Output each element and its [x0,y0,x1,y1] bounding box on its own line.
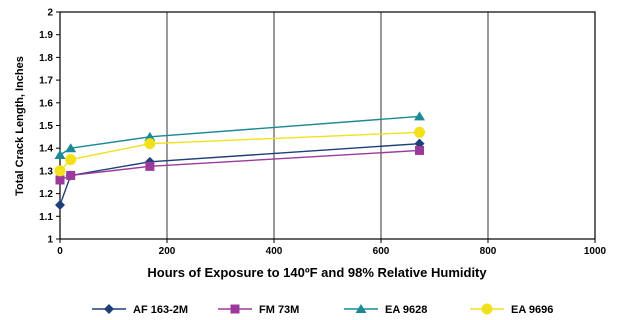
x-tick-label: 600 [373,246,390,257]
data-point [55,199,65,210]
x-tick-label: 200 [159,246,176,257]
data-point [145,161,155,171]
legend-label: EA 9696 [511,304,553,316]
data-point [66,170,76,180]
legend-item: EA 9696 [470,303,553,316]
series-line [59,131,420,172]
legend-item: AF 163-2M [92,304,188,316]
series-line [59,142,420,206]
y-tick-label: 1 [47,235,53,246]
y-tick-label: 2 [47,8,53,19]
y-tick-label: 1.5 [39,121,53,132]
legend-marker [355,304,367,313]
series-fm-73m [55,145,425,185]
data-point [54,165,66,177]
data-point [55,175,65,185]
data-point [65,143,77,153]
legend-item: FM 73M [218,304,299,316]
series-af-163-2m [55,138,425,210]
y-tick-label: 1.4 [39,144,53,155]
legend-label: FM 73M [259,304,299,316]
y-tick-label: 1.2 [39,189,53,200]
x-tick-label: 0 [57,246,63,257]
series-line [59,115,420,156]
y-axis-title: Total Crack Length, Inches [14,56,26,196]
x-axis-ticks: 0 200 400 600 800 1000 [57,239,607,257]
x-tick-label: 1000 [584,246,607,257]
data-point [54,150,66,160]
legend-label: AF 163-2M [133,304,188,316]
x-tick-label: 400 [266,246,283,257]
series [54,111,426,210]
series-ea-9696 [54,126,426,177]
legend: AF 163-2M FM 73M EA 9628 EA 9696 [92,303,553,316]
x-tick-label: 800 [480,246,497,257]
x-axis-title: Hours of Exposure to 140ºF and 98% Relat… [147,265,487,280]
y-tick-label: 1.8 [39,53,53,64]
data-point [144,138,156,150]
y-tick-label: 1.1 [39,212,53,223]
legend-item: EA 9628 [344,304,427,316]
data-point [144,131,156,141]
y-tick-label: 1.6 [39,98,53,109]
y-tick-label: 1.7 [39,76,53,87]
legend-marker [481,303,493,315]
data-point [415,145,425,155]
y-tick-label: 1.9 [39,30,53,41]
legend-label: EA 9628 [385,304,427,316]
series-ea-9628 [54,111,426,160]
data-point [414,111,426,121]
y-tick-label: 1.3 [39,166,53,177]
series-line [59,149,420,181]
data-point [414,126,426,138]
grid [166,12,489,239]
y-axis-ticks: 1 1.1 1.2 1.3 1.4 1.5 1.6 1.7 1.8 1.9 2 [39,8,60,246]
data-point [65,154,77,166]
legend-marker [230,304,240,314]
legend-marker [104,304,114,314]
plot-area-frame [59,11,596,240]
